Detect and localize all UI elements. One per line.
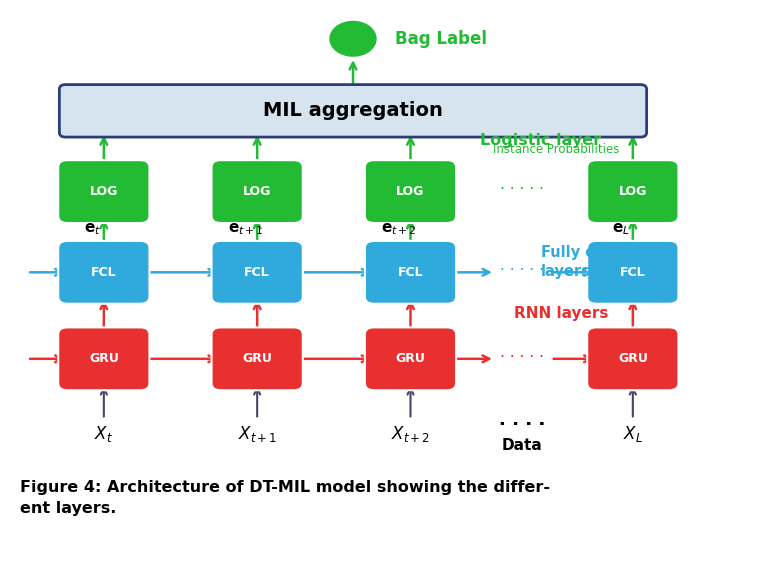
Text: LOG: LOG: [243, 185, 271, 198]
Text: $\mathbf{e}_{t+1}$: $\mathbf{e}_{t+1}$: [228, 221, 264, 237]
Text: LOG: LOG: [618, 185, 647, 198]
Text: GRU: GRU: [395, 352, 425, 365]
FancyBboxPatch shape: [58, 328, 150, 390]
Text: LOG: LOG: [90, 185, 118, 198]
Text: $\mathbf{e}_L$: $\mathbf{e}_L$: [612, 221, 630, 237]
Text: Bag Label: Bag Label: [395, 30, 487, 48]
Text: LOG: LOG: [396, 185, 425, 198]
Text: FCL: FCL: [91, 266, 117, 279]
FancyBboxPatch shape: [587, 328, 678, 390]
Text: GRU: GRU: [243, 352, 272, 365]
Text: $\mathbf{e}_{t+2}$: $\mathbf{e}_{t+2}$: [381, 221, 417, 237]
FancyBboxPatch shape: [58, 160, 150, 223]
Text: FCL: FCL: [398, 266, 423, 279]
Text: $X_{t+1}$: $X_{t+1}$: [237, 424, 277, 444]
Text: Instance Probabilities: Instance Probabilities: [493, 143, 619, 156]
Text: $X_L$: $X_L$: [623, 424, 642, 444]
Text: · · · ·: · · · ·: [498, 416, 545, 434]
Text: GRU: GRU: [89, 352, 119, 365]
Text: GRU: GRU: [618, 352, 648, 365]
Text: · · · · ·: · · · · ·: [500, 263, 543, 278]
Text: $X_{t+2}$: $X_{t+2}$: [391, 424, 430, 444]
FancyBboxPatch shape: [365, 160, 456, 223]
Text: Fully connected
layers: Fully connected layers: [541, 245, 671, 278]
FancyBboxPatch shape: [587, 241, 678, 304]
Text: FCL: FCL: [620, 266, 646, 279]
Text: RNN layers: RNN layers: [514, 307, 608, 321]
Text: · · · · ·: · · · · ·: [500, 350, 543, 364]
FancyBboxPatch shape: [365, 328, 456, 390]
Text: · · · ·: · · · ·: [498, 416, 545, 434]
FancyBboxPatch shape: [212, 160, 303, 223]
Text: Logistic layer: Logistic layer: [480, 133, 601, 149]
FancyBboxPatch shape: [365, 241, 456, 304]
FancyBboxPatch shape: [587, 160, 678, 223]
Text: FCL: FCL: [244, 266, 270, 279]
Text: MIL aggregation: MIL aggregation: [263, 101, 443, 121]
Text: $X_t$: $X_t$: [95, 424, 113, 444]
Text: · · · · ·: · · · · ·: [500, 183, 543, 197]
FancyBboxPatch shape: [60, 85, 646, 137]
Text: Figure 4: Architecture of DT-MIL model showing the differ-
ent layers.: Figure 4: Architecture of DT-MIL model s…: [19, 480, 549, 516]
Circle shape: [330, 22, 376, 56]
FancyBboxPatch shape: [58, 241, 150, 304]
FancyBboxPatch shape: [212, 241, 303, 304]
Text: $\mathbf{e}_t$: $\mathbf{e}_t$: [84, 221, 101, 237]
FancyBboxPatch shape: [212, 328, 303, 390]
Text: Data: Data: [501, 438, 542, 453]
